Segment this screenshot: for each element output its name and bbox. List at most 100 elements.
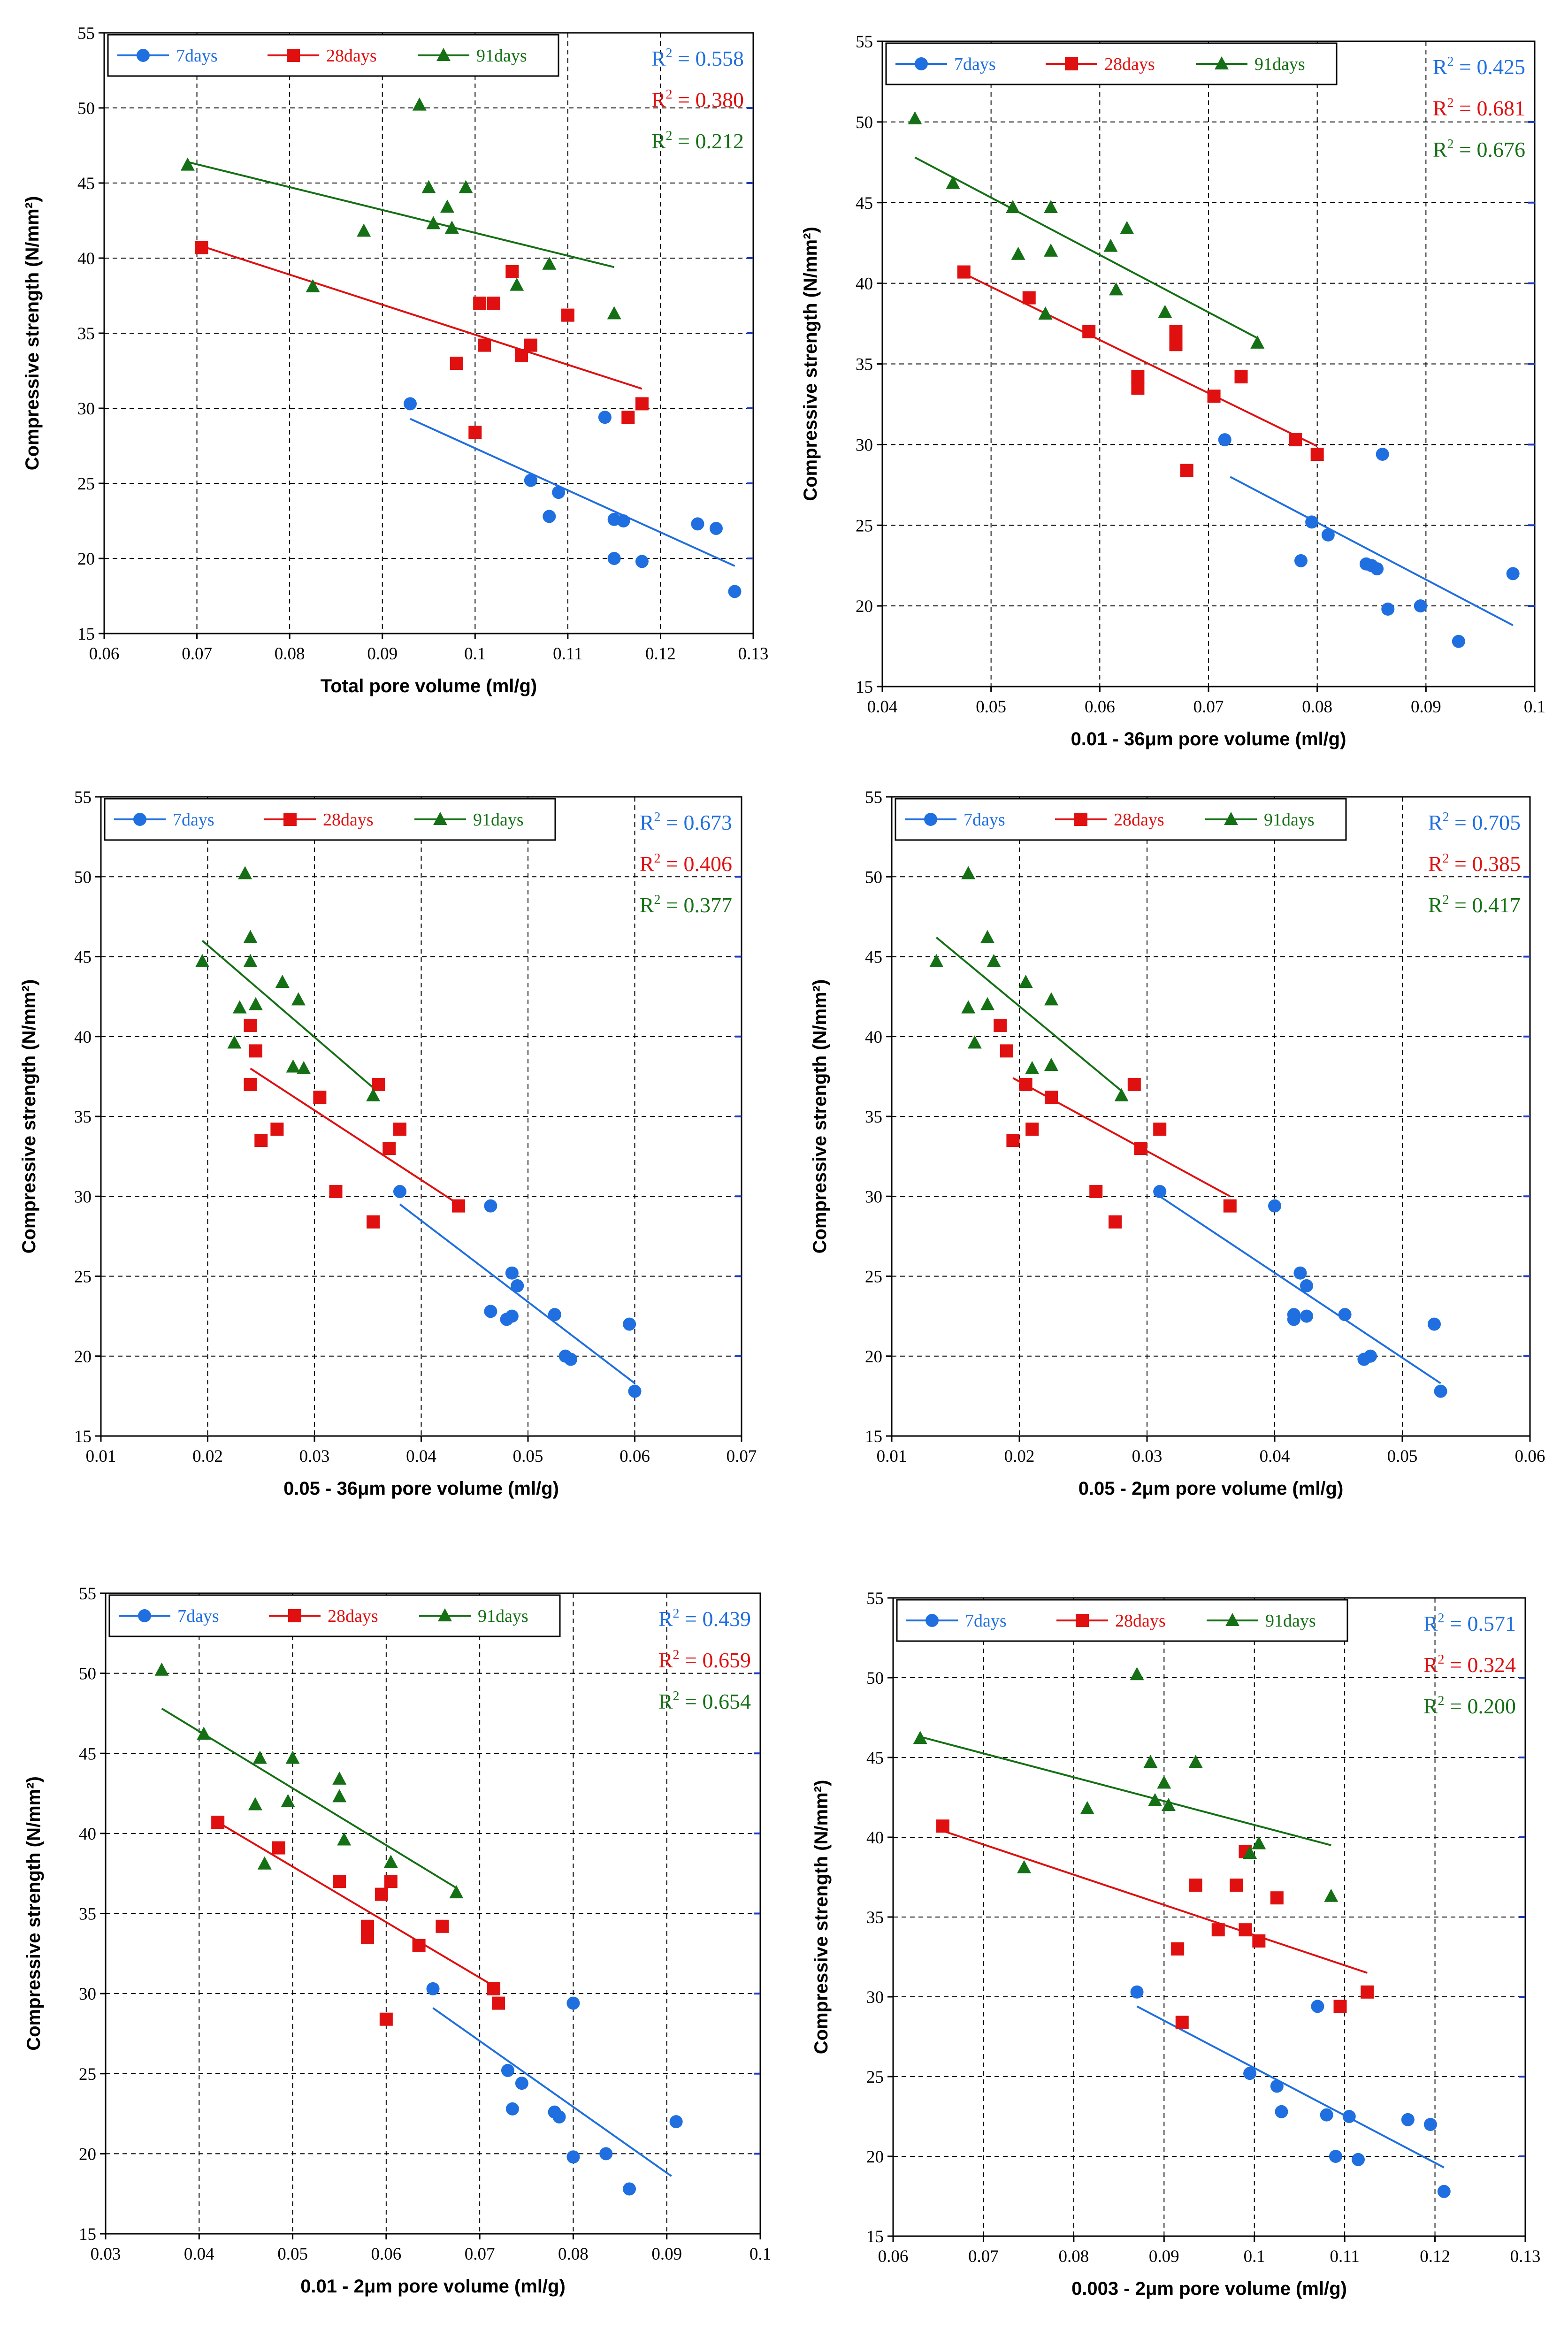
x-tick-label: 0.06 [1085,697,1115,717]
data-point-91days [1038,306,1053,320]
data-point-91days [444,221,459,234]
legend-label-91days: 91days [478,1606,528,1626]
data-point-28days [249,1044,262,1058]
y-tick-label: 50 [79,1665,96,1684]
data-point-7days [623,1317,636,1331]
data-point-28days [1019,1077,1033,1091]
data-point-7days [501,2063,514,2077]
data-point-28days [313,1091,327,1104]
data-point-7days [566,1996,580,2010]
series-91days [195,866,381,1101]
trendline-91days [187,161,615,268]
data-point-28days [367,1215,380,1229]
plot-area [891,796,1531,1437]
data-point-7days [1428,1317,1441,1331]
data-point-7days [426,1982,440,1995]
x-tick-label: 0.1 [1244,2247,1265,2266]
data-point-91days [421,180,436,193]
data-point-7days [524,474,537,487]
x-tick-label: 0.03 [91,2245,121,2264]
data-point-7days [1218,433,1231,447]
y-tick-label: 40 [79,1825,96,1844]
y-tick-label: 30 [856,435,873,455]
data-point-91days [980,997,994,1010]
y-tick-label: 50 [865,868,882,887]
data-point-28days [561,308,574,322]
legend-marker-28days [1076,1614,1089,1627]
trendline-91days [920,1735,1331,1846]
y-tick-label: 25 [77,474,95,494]
r-squared-7days: R2 = 0.673 [640,810,732,834]
y-tick-label: 30 [74,1187,92,1207]
x-tick-label: 0.06 [1515,1447,1545,1466]
data-point-91days [1130,1667,1144,1681]
data-point-91days [281,1794,295,1807]
y-tick-label: 55 [856,32,873,52]
data-point-91days [197,1726,211,1740]
x-tick-label: 0.08 [558,2245,589,2264]
legend-label-7days: 7days [176,46,218,66]
data-point-28days [436,1919,449,1933]
chart-panel-middle-left: 15 20 25 30 35 40 45 50 55 0.01 0.02 0.03 0.04 0.05 0.… [0,774,784,1530]
data-point-28days [333,1875,346,1888]
r-squared-7days: R2 = 0.705 [1428,810,1521,834]
data-point-91days [1243,1846,1257,1859]
data-point-7days [669,2115,683,2129]
y-axis-label: Compressive strength (N/mm²) [810,979,830,1254]
data-point-28days [492,1996,505,2010]
x-tick-label: 0.05 [1387,1447,1418,1466]
data-point-91days [248,1797,262,1811]
data-point-28days [1333,2000,1347,2013]
data-point-7days [607,552,621,565]
legend-box [895,798,1347,841]
x-axis-label: 0.01 - 2μm pore volume (ml/g) [300,2276,566,2297]
data-point-7days [566,2150,580,2164]
x-tick-label: 0.05 [976,697,1006,717]
legend-label-91days: 91days [1254,54,1305,74]
series-28days [211,1815,505,2026]
data-point-28days [1171,1942,1185,1956]
data-point-91days [1158,305,1172,318]
data-point-28days [505,265,519,278]
x-tick-label: 0.06 [89,644,120,664]
data-point-91days [946,176,960,189]
r-squared-28days: R2 = 0.380 [651,87,744,112]
legend-marker-28days [1065,57,1078,70]
data-point-28days [270,1123,284,1136]
y-tick-label: 50 [856,113,873,132]
x-tick-label: 0.07 [727,1447,757,1466]
y-tick-label: 20 [79,2145,96,2164]
y-tick-label: 40 [856,275,873,294]
y-tick-label: 40 [866,1828,884,1848]
data-point-7days [1452,634,1465,648]
data-point-28days [211,1815,225,1829]
data-point-28days [1239,1923,1252,1937]
legend-label-7days: 7days [965,1611,1007,1631]
data-point-7days [1423,2118,1437,2131]
x-tick-label: 0.09 [367,644,398,664]
data-point-7days [617,514,630,527]
data-point-91days [257,1856,272,1870]
x-tick-label: 0.08 [275,644,305,664]
x-tick-label: 0.04 [184,2245,214,2264]
legend-marker-28days [288,1609,301,1622]
data-point-91days [961,866,976,879]
data-point-28days [487,1982,501,1995]
legend: 7days 28days 91days [108,1594,561,1637]
y-tick-label: 40 [77,249,95,268]
data-point-91days [286,1059,300,1073]
legend-marker-7days [926,1614,939,1627]
data-point-7days [1320,2108,1333,2122]
trendline-91days [201,940,374,1089]
y-tick-label: 55 [77,24,95,43]
x-tick-label: 0.09 [1149,2247,1179,2266]
scatter-chart: 15 20 25 30 35 40 45 50 55 0.04 0.05 0.06 0.07 0.08 0.… [800,32,1545,749]
data-point-7days [1287,1313,1300,1326]
trendline-7days [1136,2005,1445,2169]
series-28days [994,1018,1237,1229]
r-squared-7days: R2 = 0.425 [1433,54,1525,79]
data-point-7days [598,411,612,424]
data-point-28days [473,297,487,310]
x-tick-label: 0.04 [406,1447,436,1466]
